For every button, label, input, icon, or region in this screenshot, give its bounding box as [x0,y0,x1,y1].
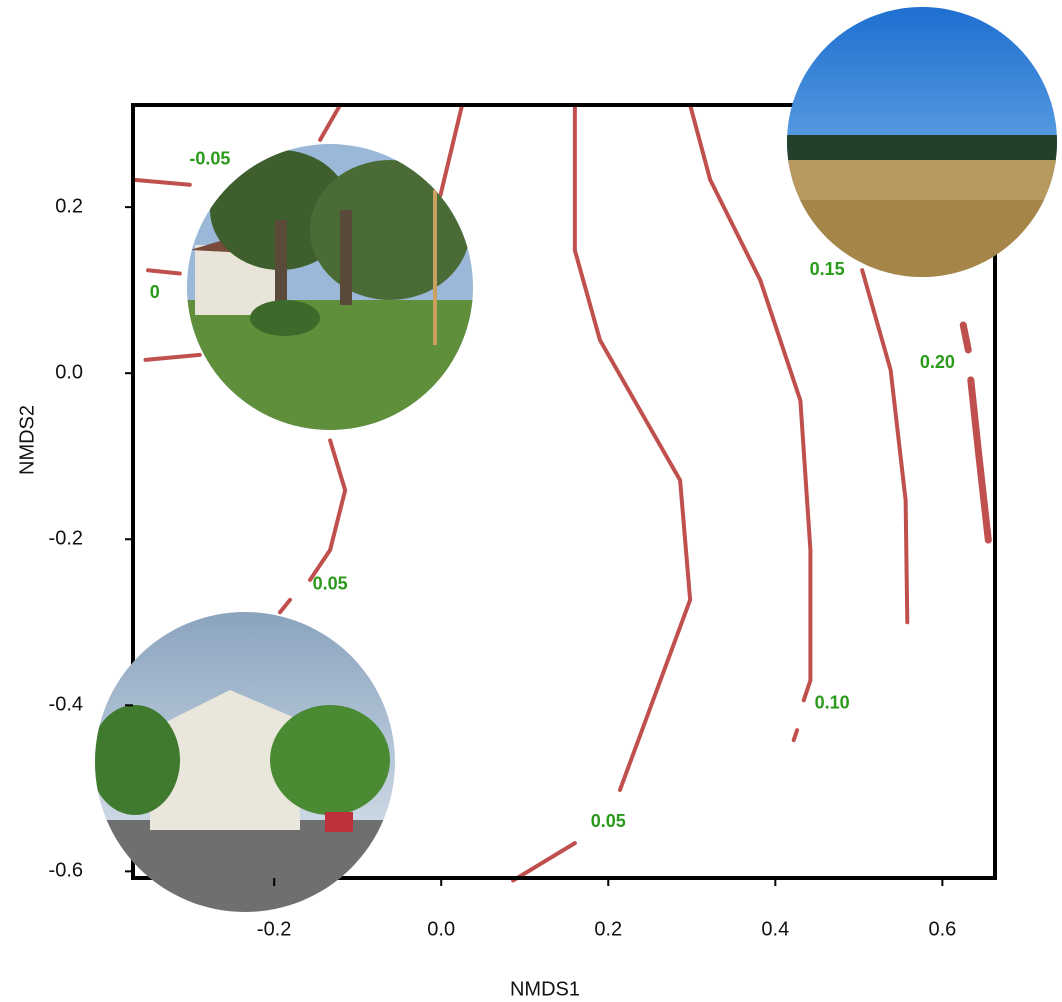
contour-line [148,270,180,273]
y-tick-label: -0.2 [49,528,83,550]
contour-label: 0.05 [591,811,626,831]
y-tick-label: -0.6 [49,860,83,882]
contour-line [310,440,345,579]
y-tick-label: 0.2 [55,195,83,217]
contour-label: -0.05 [189,149,230,169]
photo-urban [90,612,395,912]
photo-suburb [187,144,473,430]
y-tick-label: 0.0 [55,361,83,383]
contour-line [133,180,190,185]
contour-line [320,105,340,140]
page: {"chart_data": {"type": "contour", "x_la… [0,0,1062,1002]
contour-line [513,843,575,880]
contour-line [280,600,290,612]
contour-line [963,325,968,350]
y-axis-label: NMDS2 [16,405,38,475]
contour-line [690,105,810,700]
contour-label: 0.20 [920,352,955,372]
photo-grassland [787,7,1057,280]
x-tick-label: 0.4 [761,918,789,940]
contour-line [862,270,907,622]
contour-label: 0.15 [810,259,845,279]
contour-label: 0.10 [815,692,850,712]
x-tick-label: 0.2 [594,918,622,940]
contour-line [146,355,200,360]
contour-label: 0.05 [313,574,348,594]
contour-line [440,105,462,196]
x-axis-label: NMDS1 [510,978,580,1000]
x-tick-label: -0.2 [257,918,291,940]
x-tick-label: 0.0 [427,918,455,940]
y-tick-label: -0.4 [49,694,83,716]
x-tick-label: 0.6 [928,918,956,940]
contour-label: 0 [150,282,160,302]
chart: -0.05 0 0.05 0.05 0.10 0.15 0.20 NMDS1 NMDS2 -… [0,0,1062,1002]
contour-line [971,380,989,540]
contour-line [575,105,690,790]
contour-line [794,730,797,740]
